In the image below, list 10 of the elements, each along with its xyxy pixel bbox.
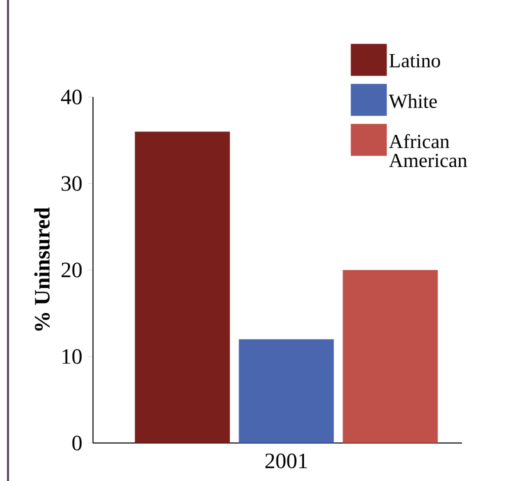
legend-label: Latino: [389, 54, 440, 68]
y-axis-title: % Uninsured: [34, 207, 50, 331]
y-tick-label: 30: [62, 176, 82, 191]
y-tick-label: 40: [60, 90, 82, 104]
y-tick-label: 20: [62, 262, 82, 278]
y-tick-label: 0: [72, 436, 82, 450]
legend-label: White: [388, 94, 437, 108]
legend-label: African American: [388, 134, 468, 168]
x-tick-label: 2001: [265, 454, 307, 468]
y-tick-label: 10: [62, 349, 82, 364]
